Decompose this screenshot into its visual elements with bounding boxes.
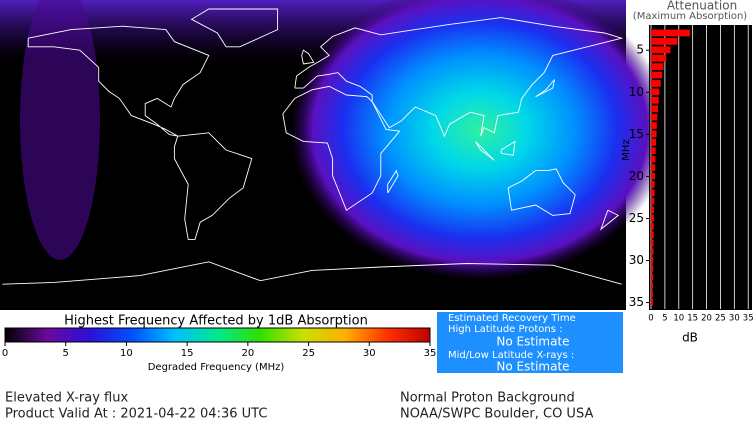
colorbar-tick-label: 15 (181, 348, 194, 359)
x-tick-label: 0 (648, 314, 653, 324)
coastline (535, 79, 555, 98)
y-tick-label: 35 (629, 295, 644, 309)
colorbar-label: Degraded Frequency (MHz) (148, 362, 285, 373)
bar (651, 105, 658, 113)
bar (651, 281, 653, 289)
low-value: No Estimate (496, 360, 569, 374)
chart-title: Attenuation (667, 0, 737, 13)
x-tick-label: 5 (662, 314, 667, 324)
coastline (475, 141, 495, 161)
coastline (173, 132, 253, 240)
bar (651, 298, 653, 306)
bar (651, 80, 661, 87)
y-tick-label: 15 (629, 127, 644, 141)
bar (651, 223, 654, 230)
bar (651, 164, 656, 171)
bar (651, 63, 664, 71)
coastline (2, 261, 622, 285)
attenuation-chart: Attenuation (Maximum Absorption) MHz dB … (621, 0, 754, 345)
colorbar-tick-label: 0 (2, 348, 8, 359)
colorbar-title: Highest Frequency Affected by 1dB Absorp… (64, 314, 368, 329)
colorbar-tick-label: 5 (63, 348, 69, 359)
y-tick-label: 20 (629, 169, 644, 183)
coastline (507, 168, 576, 216)
coastline (294, 17, 624, 138)
colorbar-tick-label: 35 (424, 348, 437, 359)
bar (651, 138, 656, 146)
footer-text: Product Valid At : 2021-04-22 04:36 UTC (5, 407, 267, 422)
x-tick-label: 10 (673, 314, 684, 324)
x-tick-label: 25 (715, 314, 726, 324)
colorbar-tick-label: 20 (241, 348, 254, 359)
recovery-box: Estimated Recovery Time High Latitude Pr… (437, 312, 623, 374)
bar (651, 38, 678, 45)
bar (651, 88, 660, 96)
y-axis-label: MHz (621, 139, 632, 160)
colorbar-tick-label: 10 (120, 348, 133, 359)
bar (651, 46, 671, 54)
bar (651, 155, 656, 163)
y-tick-label: 5 (636, 43, 644, 57)
colorbar-tick-label: 30 (363, 348, 376, 359)
coastline (600, 209, 620, 231)
recovery-title: Estimated Recovery Time (448, 313, 576, 324)
high-label: High Latitude Protons : (448, 324, 563, 335)
bar (651, 130, 657, 138)
bar (651, 256, 654, 264)
bar (651, 71, 663, 79)
bar (651, 273, 654, 281)
y-tick-label: 30 (629, 253, 644, 267)
map (0, 0, 670, 310)
bar (651, 29, 690, 37)
bar (651, 231, 654, 239)
chart-subtitle: (Maximum Absorption) (633, 11, 747, 22)
bar (651, 197, 655, 205)
footer-text: Elevated X-ray flux (5, 391, 128, 406)
coastline (27, 25, 210, 137)
footer-text: NOAA/SWPC Boulder, CO USA (400, 407, 593, 422)
coastline (190, 8, 279, 48)
coastline (301, 49, 315, 65)
bar (651, 189, 655, 197)
bar (651, 248, 654, 256)
coastline (282, 85, 401, 211)
bar (651, 214, 655, 222)
bar (651, 181, 655, 188)
bar (651, 96, 659, 104)
high-value: No Estimate (496, 335, 569, 349)
footer-text: Normal Proton Background (400, 391, 575, 406)
colorbar: Highest Frequency Affected by 1dB Absorp… (2, 314, 437, 374)
coastline (500, 140, 516, 156)
y-tick-label: 10 (629, 85, 644, 99)
low-label: Mid/Low Latitude X-rays : (448, 350, 574, 361)
x-tick-label: 20 (701, 314, 712, 324)
bar (651, 206, 655, 214)
x-axis-label: dB (682, 331, 698, 345)
bar (651, 290, 653, 298)
x-tick-label: 30 (729, 314, 740, 324)
x-tick-label: 35 (743, 314, 754, 324)
bar (651, 122, 657, 129)
y-tick-label: 25 (629, 211, 644, 225)
colorbar-tick-label: 25 (302, 348, 315, 359)
bar (651, 265, 654, 272)
bar (651, 172, 655, 180)
coastline (387, 169, 399, 194)
bar (651, 113, 658, 121)
bar (651, 147, 656, 155)
bar (651, 54, 667, 62)
x-tick-label: 15 (687, 314, 698, 324)
coastlines (2, 8, 624, 285)
bar (651, 239, 654, 247)
